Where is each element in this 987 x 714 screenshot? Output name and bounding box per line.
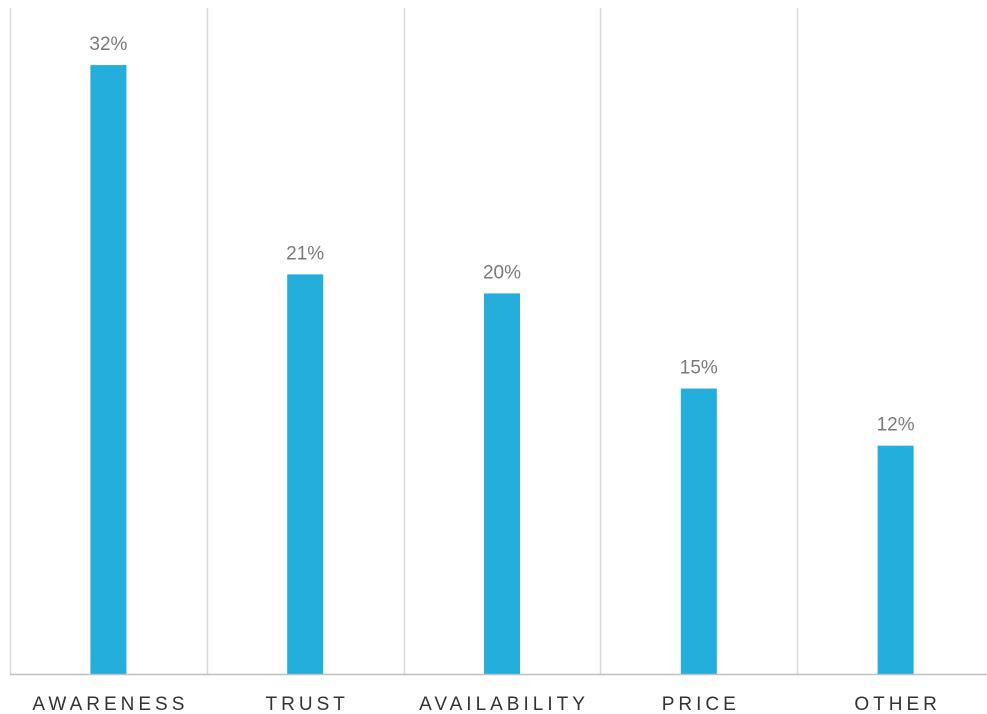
- gridlines: [9, 8, 799, 674]
- bar: [877, 445, 914, 674]
- value-labels: 32% 21% 20% 15% 12%: [89, 34, 914, 436]
- category-label: AWARENESS: [32, 694, 188, 714]
- bar: [484, 293, 520, 674]
- bar: [680, 388, 717, 674]
- bar: [287, 274, 324, 674]
- category-label: OTHER: [854, 694, 941, 714]
- data-label: 20%: [483, 262, 521, 283]
- category-label: AVAILABILITY: [419, 694, 589, 714]
- data-label: 21%: [286, 243, 324, 264]
- bars: [90, 65, 914, 675]
- data-label: 32%: [89, 34, 127, 55]
- category-label: TRUST: [266, 694, 349, 714]
- bar: [90, 65, 127, 675]
- data-label: 15%: [680, 358, 718, 379]
- data-label: 12%: [877, 415, 915, 436]
- category-labels: AWARENESS TRUST AVAILABILITY PRICE OTHER: [32, 694, 941, 714]
- category-label: PRICE: [662, 694, 740, 714]
